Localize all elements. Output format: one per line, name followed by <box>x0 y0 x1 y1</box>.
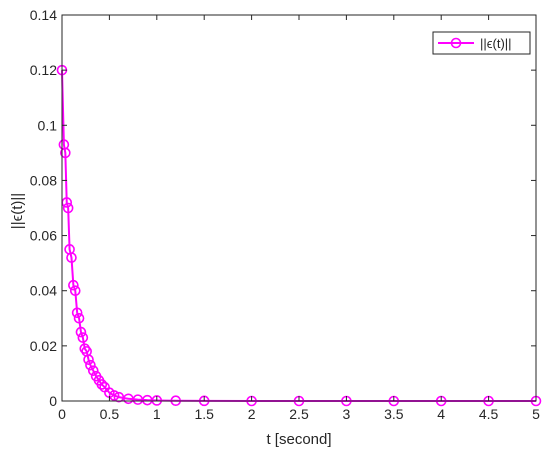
axes: 0 0.5 1 1.5 2 2.5 3 3.5 4 4.5 5 0 0.02 0.04 0.06 0.08 0.… <box>30 7 540 422</box>
y-tick-label: 0.06 <box>30 228 57 244</box>
axes-box <box>61 14 537 402</box>
x-tick-label: 1.5 <box>194 406 214 422</box>
data-point <box>69 285 81 297</box>
y-tick-label: 0.08 <box>30 172 57 188</box>
data-point <box>66 252 77 263</box>
data-point <box>79 343 91 354</box>
data-point <box>151 395 163 406</box>
data-point <box>87 365 99 376</box>
data-point <box>73 312 85 324</box>
x-tick-label: 3.5 <box>384 406 404 422</box>
x-tick-label: 1 <box>153 406 161 422</box>
data-point <box>77 332 89 343</box>
y-tick-label: 0.1 <box>38 117 58 133</box>
series-line <box>61 70 536 402</box>
data-point <box>60 147 71 159</box>
data-point <box>75 326 87 338</box>
legend-box <box>432 31 531 55</box>
data-point <box>71 307 83 319</box>
plot-area <box>56 64 542 407</box>
data-point <box>108 390 120 401</box>
y-tick-label: 0.04 <box>30 283 57 299</box>
y-tick-label: 0.14 <box>30 7 57 23</box>
y-tick-label: 0.12 <box>30 62 57 78</box>
data-point <box>85 359 96 371</box>
data-point <box>83 354 94 365</box>
y-tick-label: 0 <box>49 393 57 409</box>
y-axis-label: ||ϵ(t)|| <box>9 193 26 229</box>
legend-label: ||ϵ(t)|| <box>480 36 512 51</box>
data-point <box>96 379 108 390</box>
x-tick-label: 5 <box>532 406 540 422</box>
x-axis-label: t [second] <box>266 431 331 448</box>
x-tick-label: 4 <box>437 406 445 422</box>
x-tick-label: 2.5 <box>289 406 309 422</box>
x-tick-label: 0 <box>58 406 66 422</box>
y-tick-label: 0.02 <box>30 338 57 354</box>
data-point <box>68 279 79 291</box>
x-tick-label: 4.5 <box>479 406 499 422</box>
legend-marker <box>450 37 462 49</box>
data-point <box>62 202 74 214</box>
legend: ||ϵ(t)|| <box>432 31 531 55</box>
x-tick-label: 3 <box>343 406 351 422</box>
x-tick-label: 0.5 <box>100 406 120 422</box>
x-tick-label: 2 <box>248 406 256 422</box>
